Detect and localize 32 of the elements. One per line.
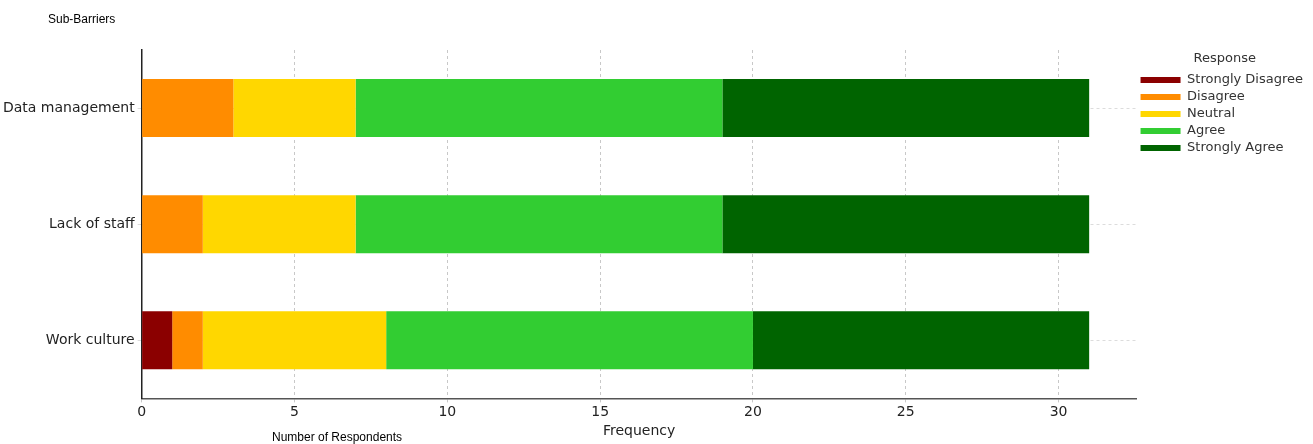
x-tick-label: 15 <box>591 403 610 420</box>
y-tick-label: Work culture <box>45 330 135 347</box>
bar <box>202 195 356 254</box>
bar <box>142 195 203 254</box>
bar <box>355 79 723 138</box>
legend-label: Strongly Disagree <box>1187 71 1304 87</box>
y-tick-label: Lack of staff <box>49 214 136 231</box>
text: Sub-Barriers <box>48 12 116 26</box>
x-tick-label: 5 <box>290 403 299 420</box>
bar <box>722 79 1090 138</box>
text: Number of Respondents <box>272 430 403 444</box>
y-tick-label: Data management <box>2 98 136 115</box>
x-tick-label: 10 <box>438 403 457 420</box>
bar <box>386 311 753 370</box>
x-tick-label: 30 <box>1049 403 1068 420</box>
legend-label: Neutral <box>1187 105 1236 121</box>
legend-label: Disagree <box>1187 88 1245 104</box>
bar <box>722 195 1090 254</box>
x-tick-label: 20 <box>744 403 762 420</box>
bar <box>233 79 356 138</box>
legend-label: Strongly Agree <box>1187 139 1284 155</box>
bar <box>752 311 1090 370</box>
bar <box>355 195 723 254</box>
legend-title: Response <box>1193 49 1256 65</box>
bar <box>172 311 203 370</box>
legend-label: Agree <box>1187 122 1226 138</box>
bar <box>142 79 234 138</box>
x-axis-title: Frequency <box>602 422 676 439</box>
bar <box>142 311 173 370</box>
bar <box>202 311 387 370</box>
x-tick-label: 25 <box>896 403 915 420</box>
x-tick-label: 0 <box>137 403 147 420</box>
